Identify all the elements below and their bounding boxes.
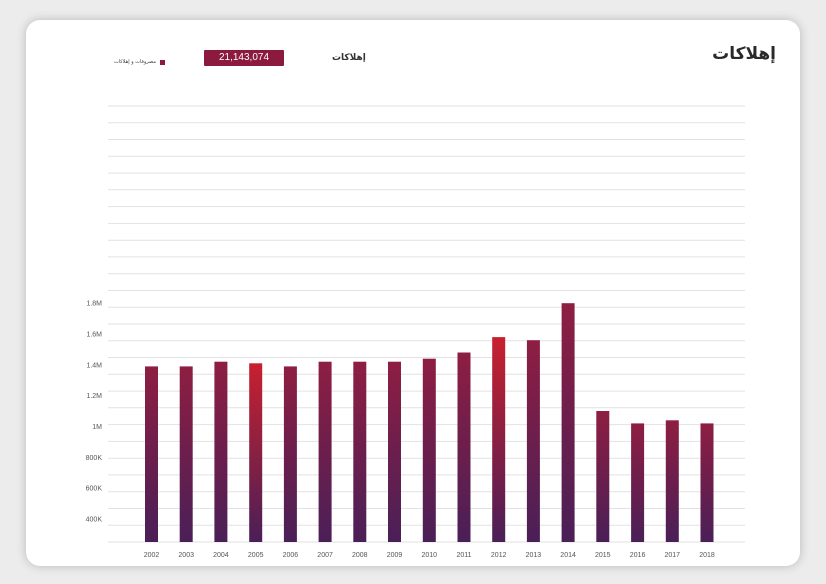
total-badge: 21,143,074 <box>204 50 284 66</box>
legend-label: مصروفات و إهلاكات <box>114 59 157 65</box>
y-tick-label: 1.4M <box>86 362 102 369</box>
page-title: إهلاكات <box>712 44 776 64</box>
bars <box>145 303 714 542</box>
x-tick-label: 2009 <box>387 552 403 559</box>
x-tick-label: 2004 <box>213 552 229 559</box>
bar-2004[interactable] <box>214 361 228 542</box>
legend-swatch <box>160 59 166 65</box>
x-tick-label: 2011 <box>456 552 471 559</box>
bar-2003[interactable] <box>179 366 193 542</box>
x-tick-label: 2010 <box>422 552 438 559</box>
bar-2006[interactable] <box>283 366 297 542</box>
y-axis: 400K 600K 800K 1M 1.2M 1.4M 1.6M 1.8M <box>86 301 103 524</box>
x-tick-label: 2002 <box>144 552 160 559</box>
bar-2014[interactable] <box>561 303 575 542</box>
bar-2010[interactable] <box>422 358 436 542</box>
y-tick-label: 1M <box>92 424 102 431</box>
x-tick-label: 2015 <box>595 552 611 559</box>
x-tick-label: 2012 <box>491 552 507 559</box>
y-tick-label: 600K <box>86 486 103 493</box>
x-tick-label: 2014 <box>560 552 576 559</box>
x-tick-label: 2016 <box>630 552 646 559</box>
y-tick-label: 400K <box>86 516 103 523</box>
bar-2005[interactable] <box>249 363 263 542</box>
bar-2009[interactable] <box>388 361 401 542</box>
bar-2015[interactable] <box>596 411 610 542</box>
bar-2018[interactable] <box>700 423 714 542</box>
bar-2013[interactable] <box>526 340 540 542</box>
bar-2007[interactable] <box>318 361 332 542</box>
bar-2017[interactable] <box>665 420 679 542</box>
x-axis: 2002 2003 2004 2005 2006 2007 2008 2009 2010 2011… <box>144 552 715 559</box>
x-tick-label: 2013 <box>526 552 542 559</box>
bar-2008[interactable] <box>353 361 367 542</box>
bar-2012[interactable] <box>492 337 506 542</box>
bar-2002[interactable] <box>145 366 158 542</box>
bar-2016[interactable] <box>631 423 645 542</box>
x-tick-label: 2003 <box>178 552 194 559</box>
x-tick-label: 2008 <box>352 552 368 559</box>
chart-subtitle: إهلاكات <box>332 53 366 63</box>
x-tick-label: 2006 <box>283 552 299 559</box>
y-tick-label: 1.6M <box>86 332 102 339</box>
y-tick-label: 1.8M <box>86 301 102 308</box>
x-tick-label: 2005 <box>248 552 264 559</box>
y-tick-label: 800K <box>86 455 103 462</box>
legend[interactable]: مصروفات و إهلاكات <box>114 57 166 67</box>
x-tick-label: 2007 <box>317 552 333 559</box>
bar-2011[interactable] <box>457 352 471 543</box>
x-tick-label: 2018 <box>699 552 715 559</box>
x-tick-label: 2017 <box>665 552 681 559</box>
y-tick-label: 1.2M <box>86 393 102 400</box>
